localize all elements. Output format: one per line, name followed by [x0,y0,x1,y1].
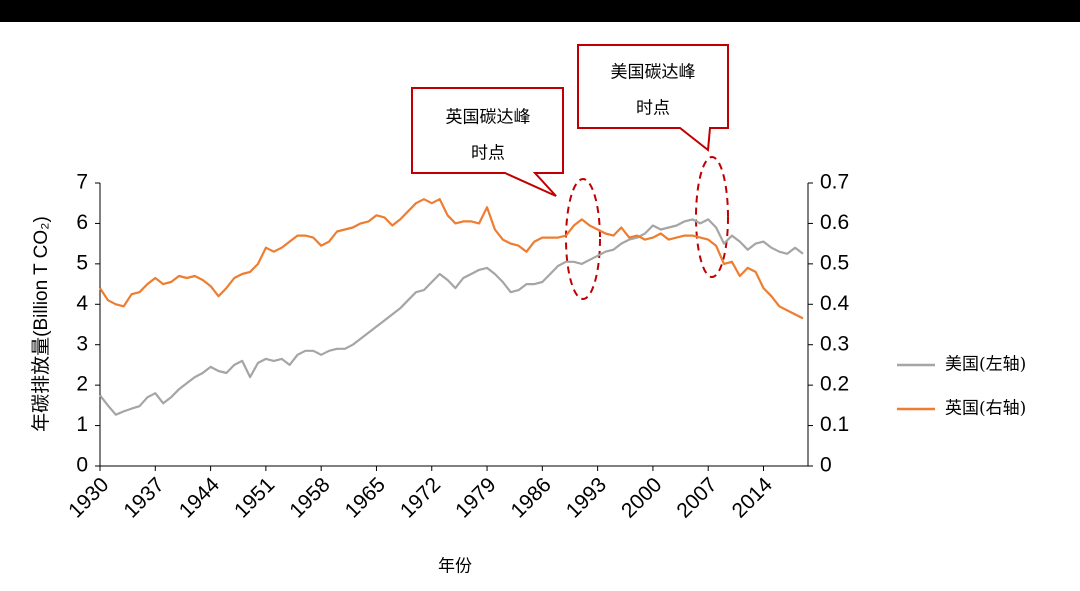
x-tick-label: 2007 [672,473,721,522]
y-tick-label: 2 [76,373,88,396]
annotation: 美国碳达峰 [611,63,696,83]
annotation: 时点 [636,99,670,119]
annotation: 英国碳达峰 [446,108,531,128]
x-tick-label: 2014 [728,473,778,523]
y2-tick-label: 0.3 [820,332,849,355]
y2-tick-label: 0 [820,454,832,477]
y-tick-label: 3 [76,332,88,355]
y2-tick-label: 0.5 [820,251,849,274]
x-tick-label: 1937 [119,473,168,522]
highlight-ellipse [565,178,601,300]
series-line [99,198,804,320]
x-tick-label: 1951 [230,473,279,522]
x-tick-label: 1986 [506,473,555,522]
x-tick-label: 1944 [175,473,225,523]
x-tick-label: 1930 [64,473,113,522]
y-tick-label: 4 [76,292,88,315]
y2-tick-label: 0.1 [820,413,849,436]
y2-tick-label: 0.2 [820,373,849,396]
x-tick-label: 1958 [285,473,334,522]
y2-tick-label: 0.7 [820,171,849,194]
x-tick-label: 1993 [562,473,611,522]
y2-tick-label: 0.6 [820,211,849,234]
callout-box [577,44,729,152]
x-tick-label: 2000 [617,473,666,522]
y-tick-label: 5 [76,251,88,274]
y-tick-label: 1 [76,413,88,436]
legend-label: 英国(右轴) [945,399,1026,419]
y-axis-label: 年碳排放量(Billion T CO₂) [30,216,52,432]
x-tick-label: 1972 [396,473,445,522]
y-tick-label: 0 [76,454,88,477]
top-bar [0,0,1080,22]
x-tick-label: 1965 [341,473,390,522]
annotation: 时点 [471,144,505,164]
legend-label: 美国(左轴) [945,355,1026,375]
callout-box [411,87,564,197]
highlight-ellipse [695,156,729,278]
y2-tick-label: 0.4 [820,292,850,315]
series-line [99,218,804,416]
y-tick-label: 7 [76,171,88,194]
x-tick-label: 1979 [451,473,500,522]
y-tick-label: 6 [76,211,88,234]
x-axis-label: 年份 [438,557,472,577]
